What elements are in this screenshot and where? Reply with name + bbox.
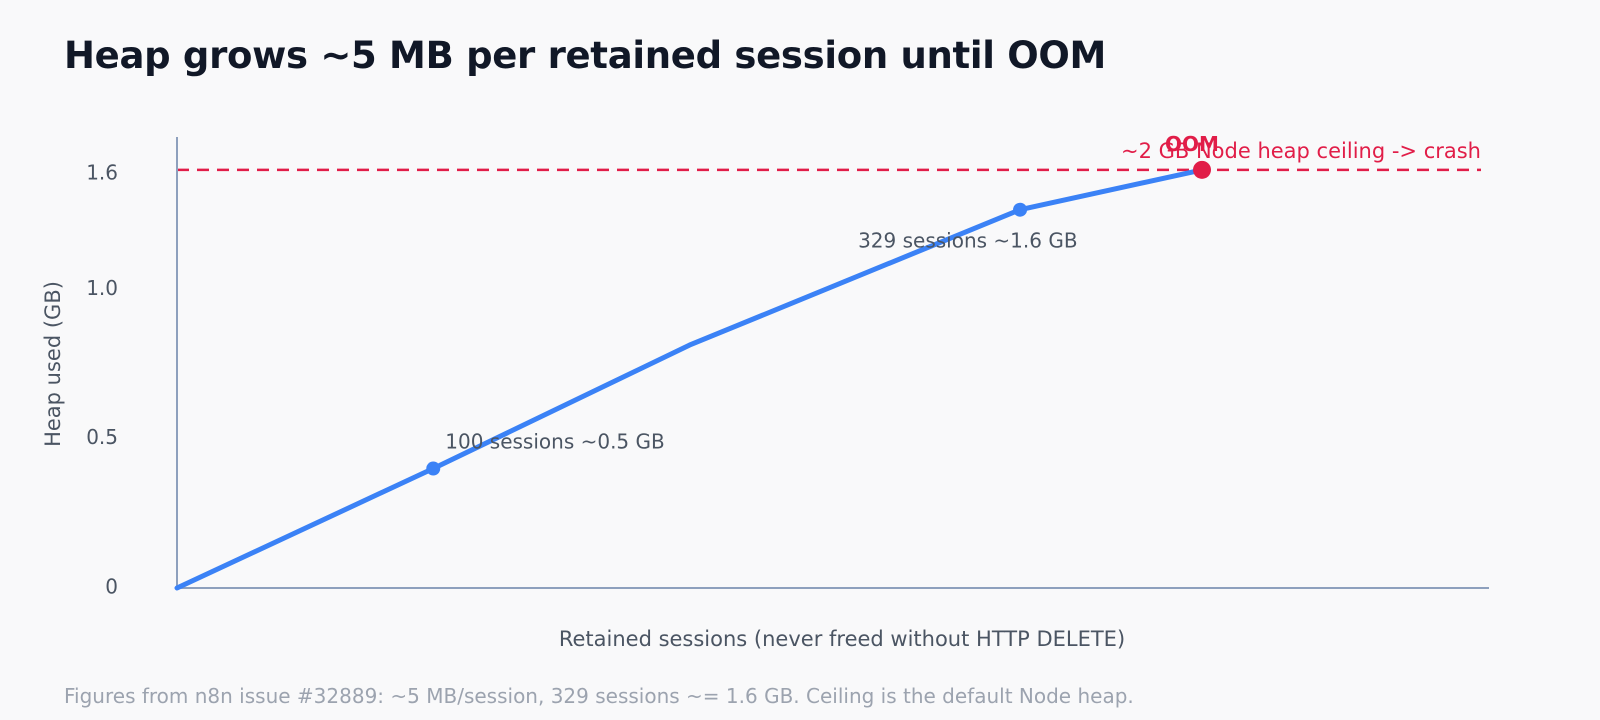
y-tick-label: 0.5 — [86, 425, 118, 449]
chart-title: Heap grows ~5 MB per retained session un… — [64, 34, 1107, 77]
footnote: Figures from n8n issue #32889: ~5 MB/ses… — [64, 684, 1134, 708]
y-axis-label: Heap used (GB) — [41, 281, 65, 447]
heap-series-line — [174, 167, 1205, 591]
session-marker — [426, 461, 441, 476]
y-tick-label: 1.0 — [86, 276, 118, 300]
y-tick-label: 1.6 — [86, 160, 118, 184]
ceiling-label: ~2 GB Node heap ceiling -> crash — [1121, 139, 1481, 163]
x-axis-label: Retained sessions (never freed without H… — [559, 627, 1125, 651]
marker-annotation: 100 sessions ~0.5 GB — [445, 430, 664, 454]
oom-label: OOM — [1165, 132, 1219, 156]
oom-marker — [1193, 160, 1211, 179]
marker-annotation: 329 sessions ~1.6 GB — [858, 229, 1077, 253]
y-tick-label: 0 — [105, 575, 118, 599]
session-marker — [1013, 202, 1028, 217]
